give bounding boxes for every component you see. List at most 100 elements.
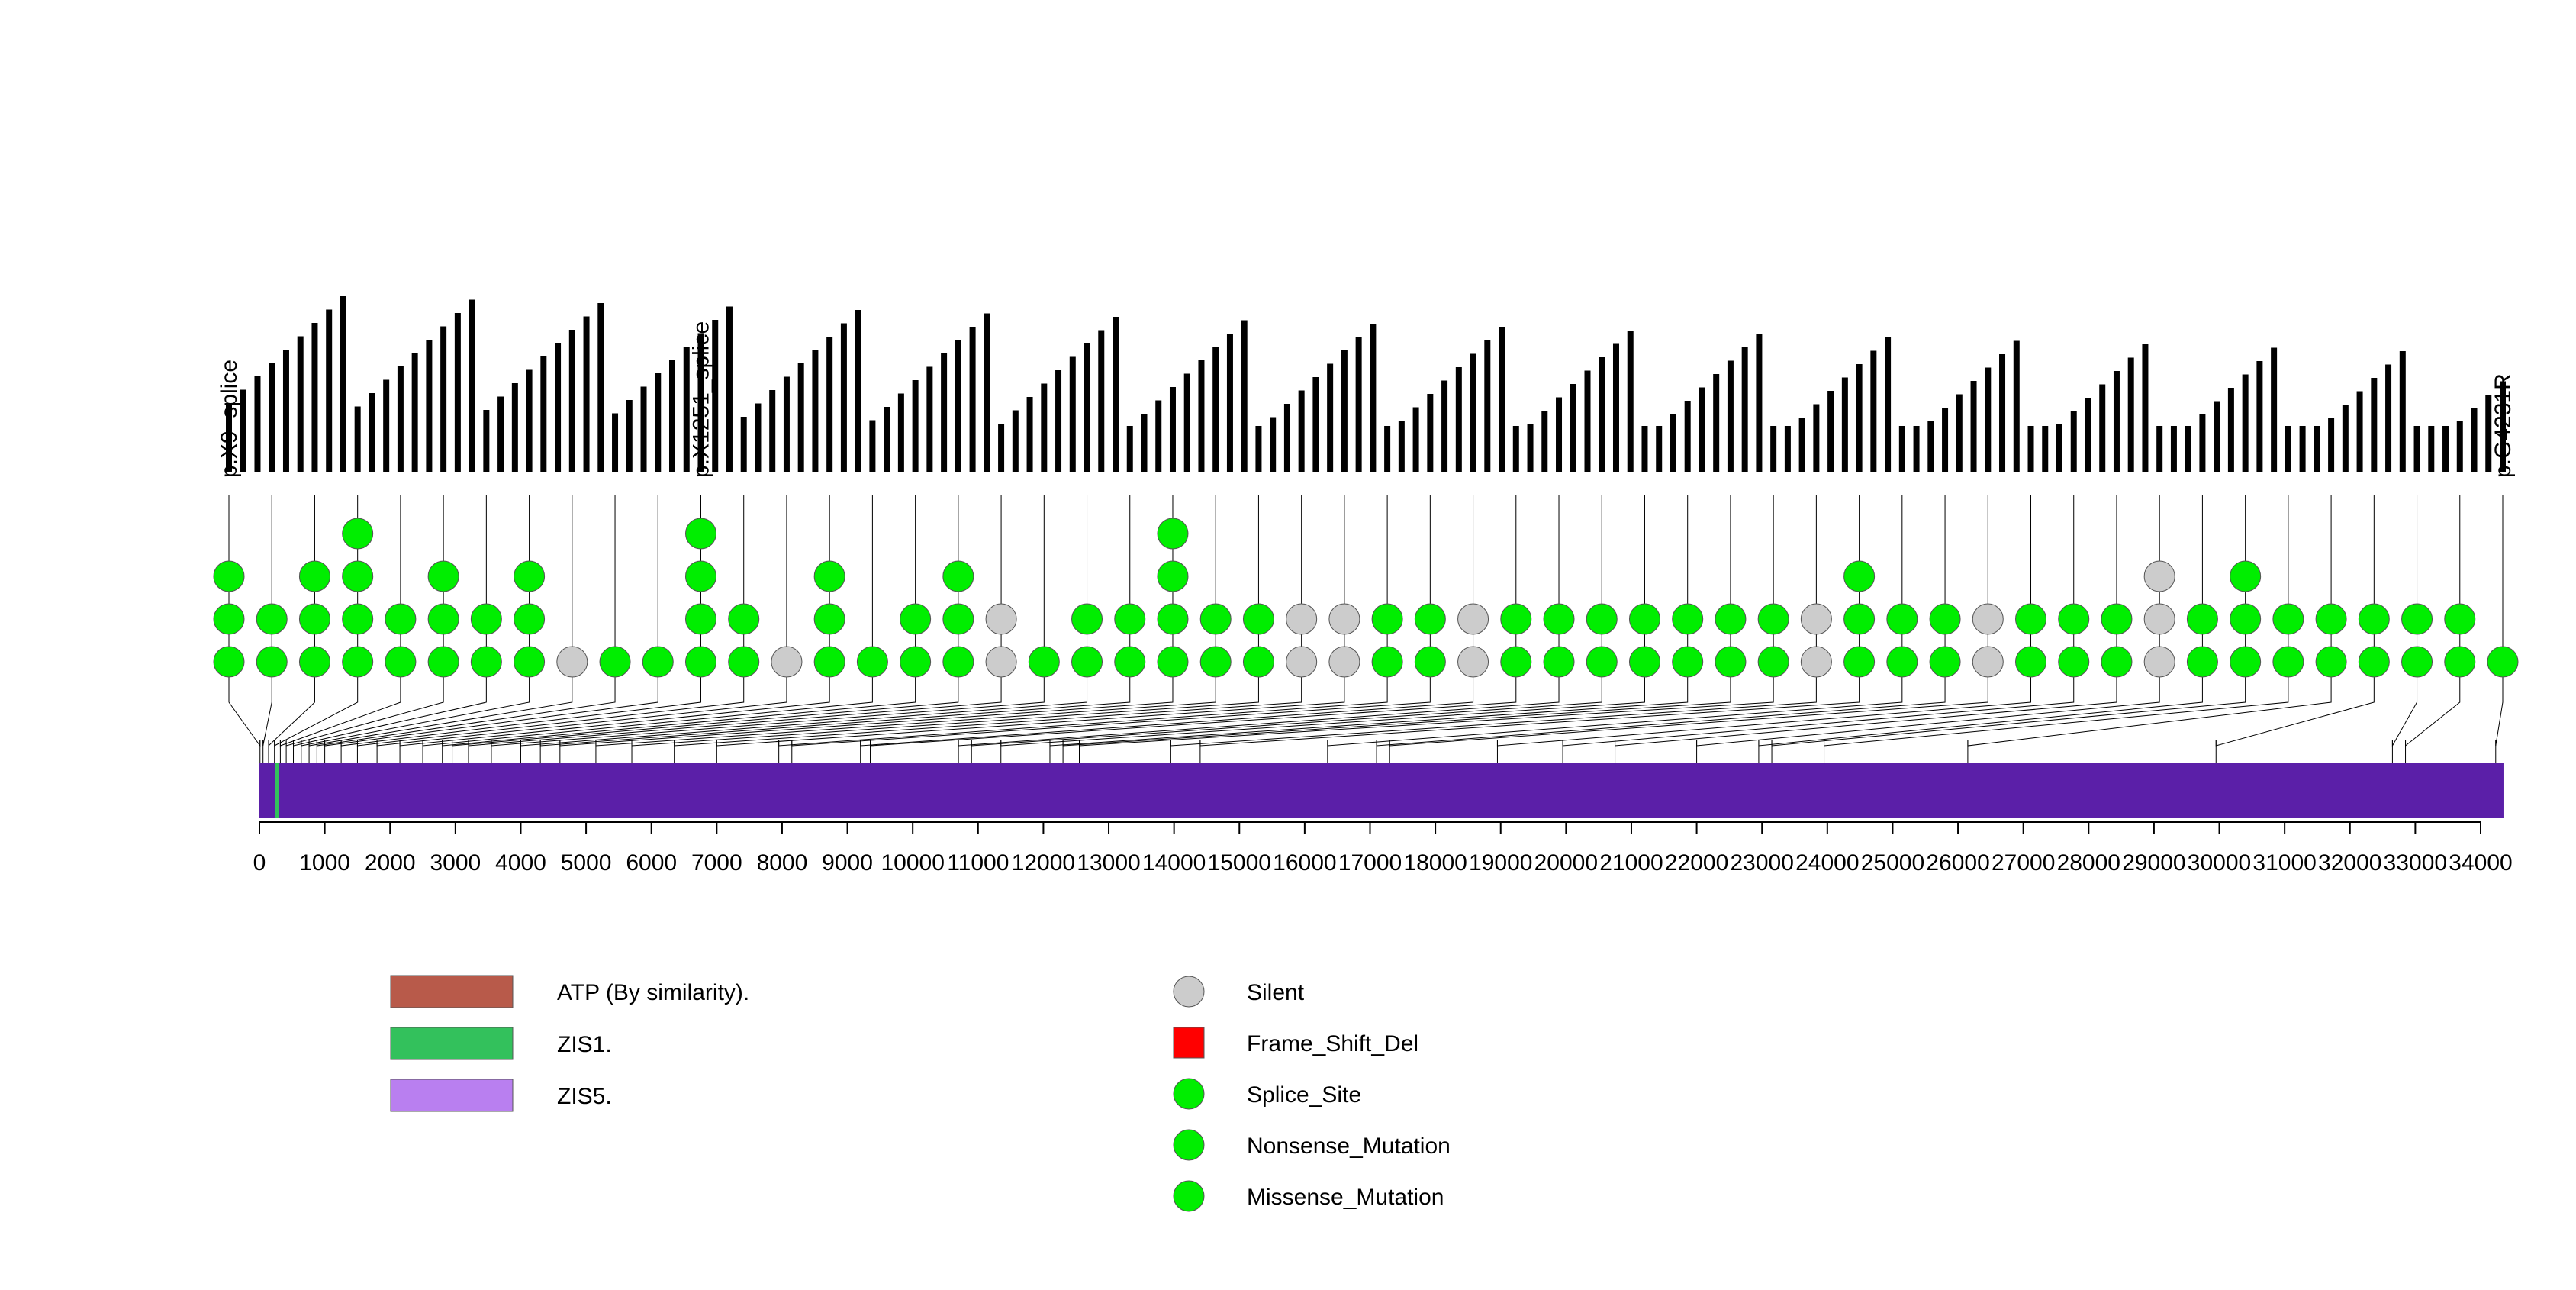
mutation-head (1672, 603, 1704, 635)
mutation-label-glyphs (2385, 364, 2392, 472)
mutation-connector (2391, 495, 2418, 747)
mutation-label-glyphs (1226, 334, 1233, 472)
mutation-head (684, 646, 716, 678)
mutation-head (2230, 603, 2262, 635)
mutation-label-glyphs (1198, 360, 1205, 472)
mutation-label-glyphs (1455, 367, 1462, 472)
mutation-head (213, 603, 245, 635)
mutation-connector (301, 495, 530, 747)
mutation-head (342, 603, 374, 635)
mutation-label-glyphs (740, 417, 747, 472)
x-tick-label: 34000 (2449, 850, 2512, 876)
mutation-label-glyphs (826, 337, 833, 472)
x-tick-label: 8000 (757, 850, 808, 876)
lollipop-head-layer (213, 518, 2519, 678)
x-axis: 0 1000 2000 3000 4000 5000 6000 7000 8000 9000 100… (253, 821, 2513, 876)
mutation-head (2272, 646, 2304, 678)
mutation-label-glyphs (2285, 426, 2291, 472)
mutation-label-glyphs (1541, 411, 1548, 472)
mutation-head (1157, 646, 1189, 678)
legend-mutation-label: Missense_Mutation (1247, 1185, 1444, 1210)
mutation-label-glyphs (1670, 414, 1676, 472)
mutation-label-glyphs (1384, 426, 1391, 472)
mutation-head (1286, 646, 1318, 678)
mutation-label-glyphs (1255, 426, 1262, 472)
mutation-label-glyphs (1713, 374, 1720, 472)
mutation-label-glyphs (969, 327, 976, 472)
mutation-label-glyphs (2442, 426, 2449, 472)
mutation-label-glyphs (1612, 343, 1619, 472)
mutation-label-glyphs (526, 369, 533, 472)
mutation-connector (716, 495, 1345, 747)
mutation-head (1114, 603, 1146, 635)
mutation-connector (595, 495, 1216, 747)
x-tick-label: 14000 (1142, 850, 1206, 876)
mutation-label-glyphs (1584, 370, 1591, 472)
mutation-label-glyphs (440, 326, 447, 472)
mutation-label-glyphs (2070, 411, 2077, 472)
mutation-connector (1771, 495, 2246, 747)
mutation-label-glyphs (2371, 378, 2378, 472)
mutation-label-glyphs (426, 340, 433, 472)
mutation-head (2058, 603, 2090, 635)
mutation-connector (1000, 495, 1645, 747)
mutation-connector (308, 495, 573, 747)
x-tick-label: 22000 (1665, 850, 1728, 876)
mutation-head (1586, 646, 1618, 678)
mutation-head (1543, 646, 1575, 678)
mutation-head (2401, 603, 2433, 635)
mutation-head (2101, 646, 2133, 678)
mutation-head (2315, 603, 2347, 635)
mutation-connector (860, 495, 1474, 747)
mutation-label-glyphs (2227, 388, 2234, 472)
mutation-label-glyphs (397, 366, 404, 472)
mutation-label-glyphs (1141, 414, 1148, 472)
legend-domain-label: ZIS5. (557, 1084, 612, 1109)
mutation-label-glyphs (483, 410, 490, 472)
mutation-head (1371, 603, 1403, 635)
mutation-label-glyphs (912, 380, 919, 472)
mutation-head (1328, 603, 1360, 635)
x-tick-label: 26000 (1926, 850, 1989, 876)
mutation-label-glyphs (2271, 347, 2278, 472)
mutation-label-glyphs (2027, 426, 2034, 472)
mutation-label-glyphs (2127, 357, 2134, 472)
mutation-label-glyphs (1784, 426, 1791, 472)
x-tick-label: 30000 (2188, 850, 2251, 876)
mutation-label-layer: p.X9_splicep.X1251_splicep.G4231R (217, 296, 2516, 478)
mutation-label-glyphs (2500, 381, 2506, 472)
mutation-label-glyphs (2156, 426, 2163, 472)
mutation-label-glyphs (1913, 426, 1920, 472)
mutation-head (728, 646, 760, 678)
mutation-label-glyphs (612, 413, 619, 472)
mutation-label-glyphs (1341, 350, 1348, 472)
x-tick-label: 13000 (1077, 850, 1140, 876)
mutation-head (1286, 603, 1318, 635)
mutation-label-glyphs (1298, 390, 1305, 472)
mutation-label-glyphs (712, 320, 719, 472)
mutation-label-glyphs (855, 310, 861, 472)
mutation-head (2015, 646, 2047, 678)
mutation-head (1843, 560, 1876, 592)
mutation-connector (285, 495, 444, 747)
mutation-label-glyphs (1770, 426, 1777, 472)
mutation-connector (1062, 495, 1731, 747)
mutation-head (1543, 603, 1575, 635)
mutation-label-glyphs (840, 323, 847, 472)
mutation-label-glyphs (1041, 383, 1048, 472)
mutation-label-glyphs (955, 340, 961, 472)
legend-mutation-swatch (1173, 1027, 1205, 1059)
mutation-connector (452, 495, 959, 747)
mutation-label-glyphs (726, 306, 733, 472)
mutation-head (514, 646, 546, 678)
mutation-label-glyphs (2399, 351, 2406, 472)
mutation-head (2186, 603, 2218, 635)
mutation-connector (274, 495, 359, 747)
mutation-head (985, 603, 1017, 635)
mutation-connector (1615, 495, 2117, 747)
mutation-head (1972, 603, 2004, 635)
mutation-head (1586, 603, 1618, 635)
mutation-label-glyphs (2142, 344, 2149, 472)
mutation-head (684, 518, 716, 550)
